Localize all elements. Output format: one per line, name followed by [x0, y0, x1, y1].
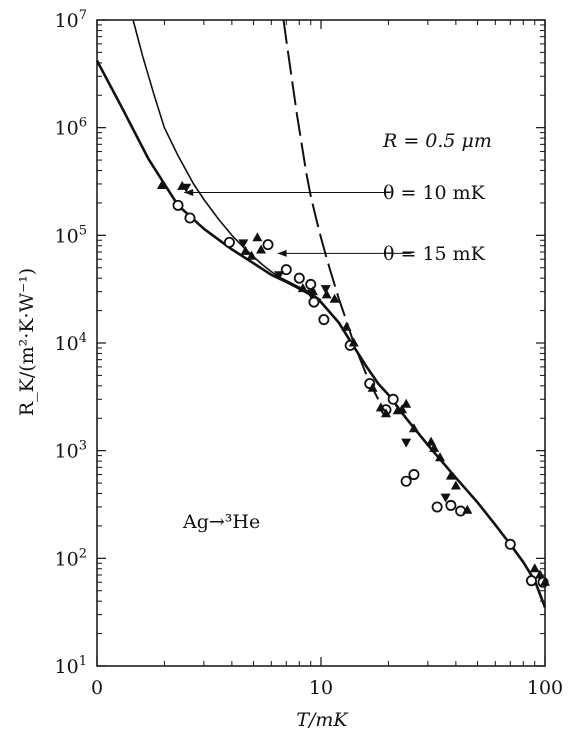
data-point-triangle-up [156, 180, 167, 190]
data-point-circle [400, 475, 412, 487]
pointer-arrowhead [277, 249, 287, 257]
data-point-triangle-up [375, 402, 386, 412]
data-point-triangle-up [348, 337, 359, 347]
data-point-circle [525, 575, 537, 587]
data-point-triangle-up [329, 293, 340, 303]
data-point-circle [305, 278, 317, 290]
data-markers [156, 180, 550, 588]
data-point-circle [223, 236, 235, 248]
pointer-arrowhead [184, 188, 194, 196]
data-point-triangle-up [540, 576, 550, 586]
y-axis-label: R_K/(m²·K·W⁻¹) [16, 268, 38, 416]
annotation-system: Ag→³He [182, 511, 260, 533]
curve-dashed [282, 19, 380, 400]
data-point-triangle-down [274, 271, 285, 281]
data-point-triangle-up [256, 244, 267, 254]
data-point-triangle-up [246, 250, 257, 260]
data-point-triangle-down [320, 285, 331, 295]
data-point-circle [262, 239, 274, 251]
y-tick-label: 101 [55, 654, 87, 678]
data-point-circle [387, 393, 399, 405]
y-tick-label: 105 [55, 223, 87, 247]
y-tick-label: 102 [55, 546, 87, 570]
data-point-triangle-up [341, 321, 352, 331]
y-tick-label: 104 [55, 331, 87, 355]
data-point-circle [408, 469, 420, 481]
model-curves [95, 19, 547, 608]
data-point-triangle-down [238, 239, 249, 249]
data-point-triangle-down [440, 493, 451, 503]
x-axis-label: T/mK [296, 709, 349, 731]
pointer-lines [184, 188, 412, 257]
data-point-triangle-up [462, 504, 473, 514]
data-point-circle [445, 499, 457, 511]
data-point-circle [184, 212, 196, 224]
data-point-circle [431, 501, 443, 513]
data-point-circle [308, 296, 320, 308]
data-point-circle [318, 314, 330, 326]
data-point-triangle-down [401, 438, 412, 448]
data-point-triangle-up [321, 289, 332, 299]
data-point-triangle-up [426, 436, 437, 446]
data-point-triangle-up [445, 470, 456, 480]
data-point-triangle-up [435, 452, 446, 462]
data-point-triangle-up [535, 569, 546, 579]
x-tick-label: 0 [91, 677, 103, 699]
curve-solid-thick [95, 59, 547, 608]
data-point-triangle-up [252, 232, 263, 242]
y-tick-label: 107 [55, 8, 87, 32]
data-point-circle [280, 264, 292, 276]
data-point-triangle-up [367, 382, 378, 392]
data-point-triangle-up [408, 423, 419, 433]
plot-frame [96, 19, 546, 667]
data-point-triangle-up [450, 480, 461, 490]
annotation-theta10: θ = 10 mK [383, 182, 486, 204]
annotation-radius: R = 0.5 μm [382, 130, 492, 152]
data-point-triangle-up [397, 404, 408, 414]
data-point-triangle-up [380, 408, 391, 418]
x-tick-label: 10 [309, 677, 333, 699]
x-tick-label: 100 [527, 677, 563, 699]
data-point-circle [172, 199, 184, 211]
data-point-triangle-up [240, 245, 251, 255]
data-point-triangle-down [181, 183, 192, 193]
curve-solid-thin [132, 19, 322, 301]
data-point-triangle-down [305, 289, 316, 299]
y-ticks: 101 102 103 104 105 106 107 [55, 8, 545, 678]
data-point-circle [293, 272, 305, 284]
data-point-circle [504, 538, 516, 550]
data-point-triangle-up [401, 398, 412, 408]
y-tick-label: 106 [55, 116, 87, 140]
x-ticks: 0 10 100 [91, 20, 563, 699]
data-point-triangle-up [429, 442, 440, 452]
annotation-theta15: θ = 15 mK [383, 243, 486, 265]
data-point-triangle-up [529, 563, 540, 573]
y-tick-label: 103 [55, 439, 87, 463]
data-point-triangle-up [297, 283, 308, 293]
